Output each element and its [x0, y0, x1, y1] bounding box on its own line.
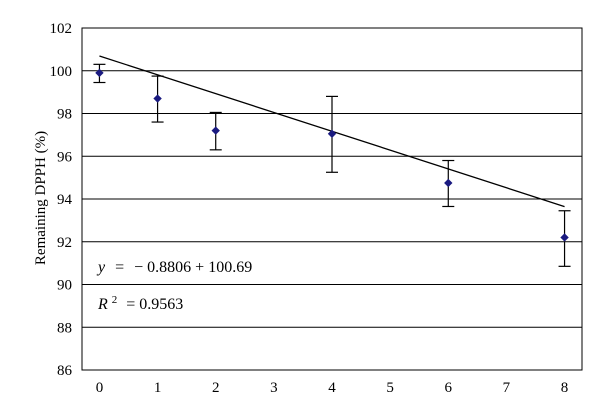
equation-y: y	[96, 259, 106, 276]
data-point-2	[211, 126, 220, 135]
r2-r: R	[97, 296, 108, 313]
plot-frame	[81, 27, 583, 371]
r2-sup: 2	[112, 294, 118, 306]
r2-rest: = 0.9563	[126, 296, 183, 313]
equation-annotation: y = − 0.8806 + 100.69	[96, 259, 252, 276]
data-point-4	[444, 178, 453, 188]
y-tick-label-102: 102	[50, 21, 73, 37]
x-tick-label-0: 0	[96, 380, 104, 396]
y-tick-label-94: 94	[57, 192, 73, 208]
y-tick-label-92: 92	[57, 235, 72, 251]
x-tick-label-2: 2	[212, 380, 220, 396]
y-tick-label-98: 98	[57, 107, 72, 123]
data-point-3	[327, 129, 337, 139]
data-point-5	[560, 233, 569, 242]
x-tick-label-5: 5	[386, 380, 394, 396]
y-tick-labels: 86 88 90 92 94 96 98 100 102	[50, 21, 73, 379]
y-tick-label-86: 86	[57, 363, 73, 379]
y-tick-label-100: 100	[50, 64, 73, 80]
x-tick-label-7: 7	[503, 380, 511, 396]
x-tick-label-1: 1	[154, 380, 162, 396]
r-squared-annotation: R 2 = 0.9563	[97, 294, 183, 313]
equation-rest: − 0.8806 + 100.69	[134, 259, 252, 276]
y-tick-label-90: 90	[57, 278, 72, 294]
y-tick-label-88: 88	[57, 320, 72, 336]
x-tick-label-3: 3	[270, 380, 278, 396]
x-tick-label-4: 4	[328, 380, 336, 396]
equation-equals: =	[115, 259, 124, 276]
data-points	[95, 68, 569, 242]
x-tick-label-8: 8	[561, 380, 569, 396]
error-bars	[93, 63, 571, 267]
y-tick-label-96: 96	[57, 149, 73, 165]
y-axis-title: Remaining DPPH (%)	[33, 131, 49, 265]
x-tick-labels: 0 1 2 3 4 5 6 7 8	[96, 380, 569, 396]
data-point-0	[95, 68, 104, 78]
x-tick-label-6: 6	[445, 380, 453, 396]
data-point-1	[153, 94, 162, 103]
